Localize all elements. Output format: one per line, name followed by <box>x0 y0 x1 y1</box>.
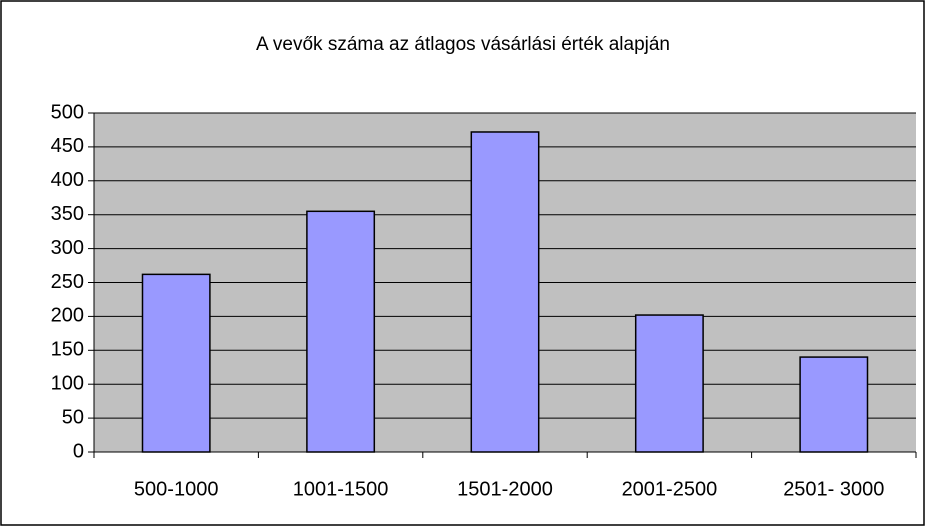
y-tick-label: 200 <box>51 305 84 327</box>
y-tick-label: 500 <box>51 101 84 123</box>
y-tick-label: 450 <box>51 135 84 157</box>
bar <box>799 356 869 453</box>
y-tick-label: 150 <box>51 339 84 361</box>
y-tick-label: 300 <box>51 237 84 259</box>
bar <box>634 314 704 453</box>
x-tick-label: 1001-1500 <box>293 478 389 500</box>
y-tick-label: 0 <box>73 440 84 462</box>
chart-title: A vevők száma az átlagos vásárlási érték… <box>256 34 670 55</box>
y-tick-label: 350 <box>51 203 84 225</box>
y-tick-label: 100 <box>51 372 84 394</box>
x-tick-label: 2501- 3000 <box>783 478 884 500</box>
bar <box>470 131 540 453</box>
y-tick-label: 50 <box>62 406 84 428</box>
bar <box>306 210 376 453</box>
x-tick-label: 2001-2500 <box>622 478 718 500</box>
x-tick-label: 500-1000 <box>134 478 219 500</box>
bar <box>141 273 211 453</box>
y-tick-label: 250 <box>51 271 84 293</box>
x-tick-label: 1501-2000 <box>457 478 553 500</box>
y-tick-label: 400 <box>51 169 84 191</box>
